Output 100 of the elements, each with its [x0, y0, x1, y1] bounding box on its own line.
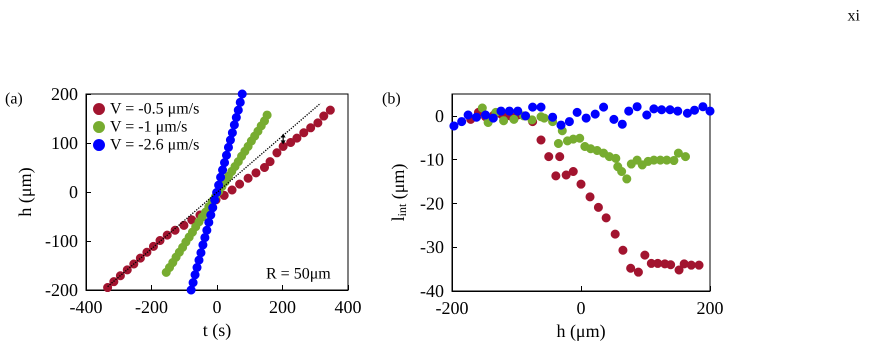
point	[109, 277, 118, 286]
point	[208, 203, 218, 212]
y-tick-label: 0	[435, 106, 444, 126]
point	[551, 171, 560, 180]
point	[634, 268, 643, 277]
point	[299, 128, 308, 138]
point	[129, 260, 138, 269]
point	[472, 112, 482, 122]
y-axis-title: lint (μm)	[388, 164, 409, 222]
point	[198, 240, 208, 250]
point	[622, 174, 632, 184]
point	[230, 120, 239, 130]
y-tick-label: 0	[69, 182, 78, 202]
point	[262, 110, 272, 120]
point	[610, 230, 620, 239]
point	[682, 108, 692, 118]
point	[449, 121, 458, 130]
point	[457, 117, 466, 126]
text: (a)	[5, 90, 23, 108]
point	[536, 135, 546, 144]
point	[266, 157, 275, 166]
point	[602, 213, 611, 222]
point	[234, 106, 243, 115]
point	[142, 248, 152, 257]
y-tick-label: -20	[420, 193, 444, 214]
y-axis-title: h (μm)	[15, 167, 36, 217]
point	[618, 246, 628, 255]
point	[640, 250, 650, 260]
point	[235, 180, 244, 189]
point	[674, 148, 683, 158]
point	[278, 142, 288, 151]
point	[666, 260, 676, 270]
point	[536, 102, 546, 112]
point	[478, 104, 487, 113]
point	[170, 226, 180, 235]
point	[666, 105, 675, 114]
point	[694, 260, 704, 270]
point	[214, 180, 224, 190]
x-tick-label: 200	[269, 297, 296, 317]
point	[156, 236, 165, 246]
x-tick-label: 400	[334, 297, 362, 317]
point	[590, 110, 600, 119]
point	[216, 172, 226, 182]
point	[575, 134, 584, 143]
point	[224, 142, 233, 152]
point	[202, 226, 212, 235]
point	[555, 152, 564, 162]
point	[690, 106, 700, 115]
point	[626, 264, 636, 273]
point	[148, 242, 158, 251]
point	[540, 114, 549, 123]
point	[204, 218, 214, 227]
point	[464, 110, 473, 120]
annotation: R = 50μm	[266, 266, 332, 282]
x-tick-label: 0	[576, 298, 586, 318]
point	[196, 248, 206, 258]
point	[292, 134, 302, 143]
point	[244, 174, 253, 183]
point	[548, 112, 558, 122]
point	[306, 123, 316, 132]
point	[562, 170, 571, 180]
y-tick-label: -40	[420, 281, 444, 301]
point	[681, 152, 690, 162]
x-tick-label: 0	[212, 297, 222, 317]
point	[686, 260, 696, 270]
x-tick-label: -400	[70, 297, 102, 317]
point	[576, 180, 586, 189]
x-axis-title: t (s)	[202, 320, 232, 340]
point	[674, 265, 684, 274]
point	[528, 102, 538, 112]
point	[509, 114, 518, 124]
point	[632, 102, 642, 112]
y-tick-label: 100	[51, 133, 78, 153]
point	[556, 120, 566, 130]
point	[200, 233, 210, 242]
point	[586, 192, 595, 202]
point	[206, 210, 216, 220]
point	[218, 165, 228, 174]
point	[313, 118, 322, 128]
y-tick-label: -30	[420, 237, 444, 258]
point	[319, 112, 328, 121]
point	[624, 106, 634, 116]
y-tick-label: 200	[51, 84, 78, 104]
point	[499, 116, 508, 126]
point	[618, 120, 627, 129]
point	[162, 230, 172, 240]
x-tick-label: -200	[436, 298, 468, 318]
legend-label: V = -0.5 μm/s	[110, 100, 200, 118]
legend-label: V = -1 μm/s	[110, 118, 188, 136]
point	[611, 154, 620, 163]
point	[272, 148, 282, 158]
point	[192, 262, 202, 272]
point	[326, 106, 335, 115]
point	[186, 286, 196, 294]
point	[504, 106, 514, 116]
point	[706, 106, 714, 116]
point	[228, 128, 237, 138]
point	[228, 186, 237, 195]
point	[544, 152, 554, 162]
point	[642, 110, 652, 120]
